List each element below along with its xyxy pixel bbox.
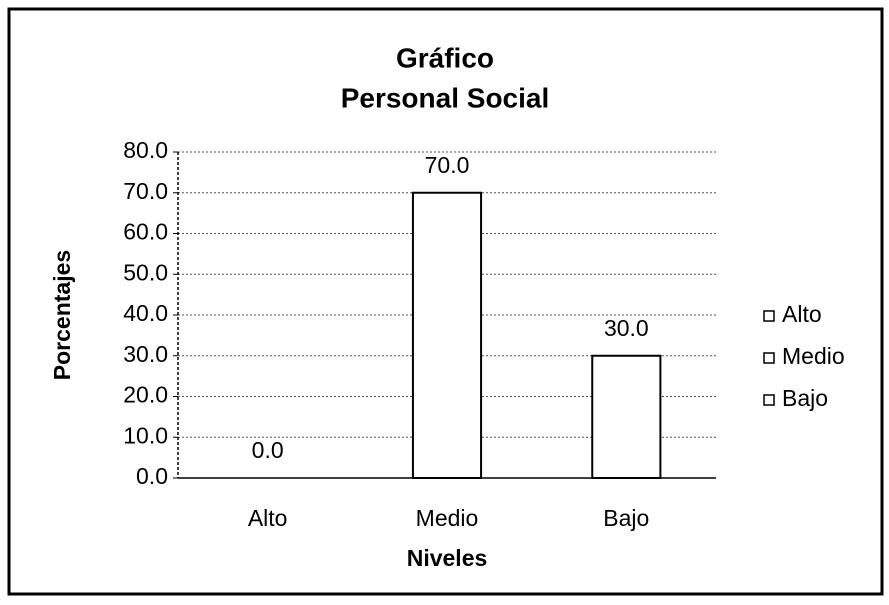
y-tick-label: 0.0 xyxy=(136,463,168,489)
x-tick-label: Bajo xyxy=(603,505,649,531)
value-label: 30.0 xyxy=(604,315,649,341)
y-tick-label: 50.0 xyxy=(123,259,168,285)
y-tick-label: 60.0 xyxy=(123,219,168,245)
x-axis-title: Niveles xyxy=(407,545,488,571)
x-tick-label: Medio xyxy=(416,505,479,531)
chart-subtitle: Personal Social xyxy=(341,82,550,113)
value-label: 0.0 xyxy=(252,437,284,463)
value-label: 70.0 xyxy=(425,152,470,178)
bar xyxy=(411,191,483,479)
y-tick-label: 40.0 xyxy=(123,300,168,326)
y-tick-label: 70.0 xyxy=(123,178,168,204)
y-tick-label: 30.0 xyxy=(123,341,168,367)
legend-label: Bajo xyxy=(782,385,828,411)
y-axis-title: Porcentajes xyxy=(49,250,75,380)
y-tick-label: 10.0 xyxy=(123,422,168,448)
y-tick-label: 80.0 xyxy=(123,137,168,163)
legend-swatch xyxy=(763,394,775,406)
legend-swatch xyxy=(763,352,775,364)
bar xyxy=(591,354,662,479)
legend-swatch xyxy=(763,310,775,322)
y-tick-label: 20.0 xyxy=(123,382,168,408)
x-tick-label: Alto xyxy=(248,505,288,531)
chart-title: Gráfico xyxy=(396,42,494,73)
legend-label: Medio xyxy=(782,343,845,369)
legend-label: Alto xyxy=(782,301,822,327)
